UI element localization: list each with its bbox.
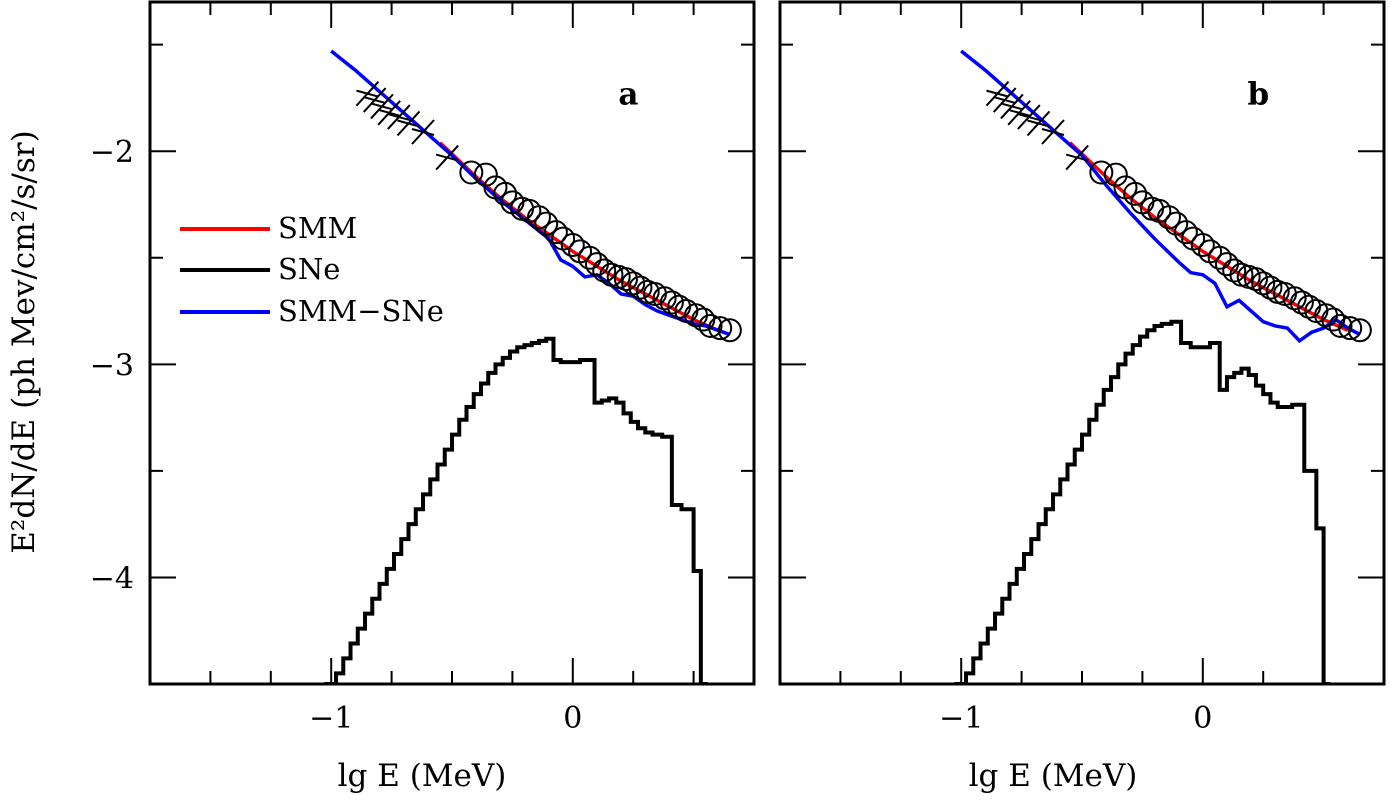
comptel-point-bar <box>411 128 435 136</box>
smm-minus-sne-line <box>960 49 1361 344</box>
comptel-point-bar <box>377 108 401 117</box>
comptel-point-bar <box>1000 102 1024 111</box>
panel-letter: a <box>618 76 638 112</box>
comptel-point-bar <box>1041 128 1065 136</box>
plot-area <box>954 49 1372 684</box>
sne-line <box>954 319 1331 684</box>
comptel-point-bar <box>993 96 1016 105</box>
smm-data-point <box>1243 267 1268 292</box>
y-axis-label: E²dN/dE (ph Mev/cm²/s/sr) <box>6 130 42 553</box>
smm-data-point <box>717 318 742 343</box>
comptel-point-bar <box>397 119 420 128</box>
smm-data-point <box>698 313 723 338</box>
x-axis-label-a: lg E (MeV) <box>338 758 507 794</box>
comptel-point-bar <box>435 153 459 162</box>
comptel-point-bar <box>363 96 386 105</box>
y-tick-label: −4 <box>90 561 134 596</box>
smm-data-point <box>577 245 602 270</box>
y-tick-label: −3 <box>90 348 134 383</box>
smm-data-point <box>1173 220 1198 245</box>
smm-data-point <box>473 162 498 187</box>
comptel-point-bar <box>1017 113 1041 122</box>
smm-line <box>1068 141 1349 332</box>
smm-data-point <box>628 275 653 300</box>
comptel-point-bar <box>1065 153 1089 162</box>
x-tick-label: 0 <box>563 701 582 736</box>
comptel-point-bar <box>1027 119 1050 128</box>
panel-a: −1 0 −2 −3 −4 a <box>90 0 756 736</box>
smm-data-point <box>1089 160 1114 185</box>
smm-data-point <box>1214 252 1239 277</box>
plot-area <box>324 49 742 684</box>
plot-frame <box>148 0 756 686</box>
smm-data-point <box>584 252 609 277</box>
smm-data-point <box>1190 232 1215 257</box>
comptel-point-bar <box>1007 108 1031 117</box>
smm-data-point <box>1103 162 1128 187</box>
smm-data-point <box>493 181 518 206</box>
comptel-point-bar <box>356 89 379 98</box>
legend-label-smm-sne: SMM−SNe <box>278 294 444 328</box>
legend-label-smm: SMM <box>278 211 357 245</box>
legend-label-sne: SNe <box>278 252 340 286</box>
legend: SMM SNe SMM−SNe <box>180 211 444 328</box>
smm-data-point <box>534 211 559 236</box>
smm-data-point <box>459 160 484 185</box>
comptel-point-bar <box>986 89 1009 98</box>
smm-data-point <box>1156 205 1181 230</box>
comptel-point-bar <box>370 102 394 111</box>
smm-data-point <box>543 220 568 245</box>
plot-frame <box>778 0 1386 686</box>
smm-data-point <box>1289 290 1314 315</box>
x-tick-label: −1 <box>939 701 983 736</box>
smm-data-point <box>708 316 733 341</box>
smm-data-point <box>1164 211 1189 236</box>
x-tick-label: −1 <box>309 701 353 736</box>
comptel-point-bar <box>387 113 411 122</box>
panel-b: −1 0 b <box>778 0 1386 736</box>
smm-data-point <box>1338 316 1363 341</box>
panel-letter: b <box>1248 76 1270 112</box>
smm-data-point <box>1328 313 1353 338</box>
smm-data-point <box>652 286 677 311</box>
smm-data-point <box>1347 318 1372 343</box>
x-tick-label: 0 <box>1193 701 1212 736</box>
smm-data-point <box>1251 271 1276 296</box>
x-axis-label-b: lg E (MeV) <box>969 758 1138 794</box>
smm-data-point <box>1207 245 1232 270</box>
smm-data-point <box>1258 275 1283 300</box>
smm-data-point <box>592 258 617 283</box>
sne-line <box>324 336 708 684</box>
smm-data-point <box>560 232 585 257</box>
smm-data-point <box>1282 286 1307 311</box>
smm-data-point <box>1123 181 1148 206</box>
y-tick-label: −2 <box>90 135 134 170</box>
smm-data-point <box>621 271 646 296</box>
smm-data-point <box>613 267 638 292</box>
smm-data-point <box>1222 258 1247 283</box>
smm-data-point <box>526 205 551 230</box>
smm-data-point <box>659 290 684 315</box>
